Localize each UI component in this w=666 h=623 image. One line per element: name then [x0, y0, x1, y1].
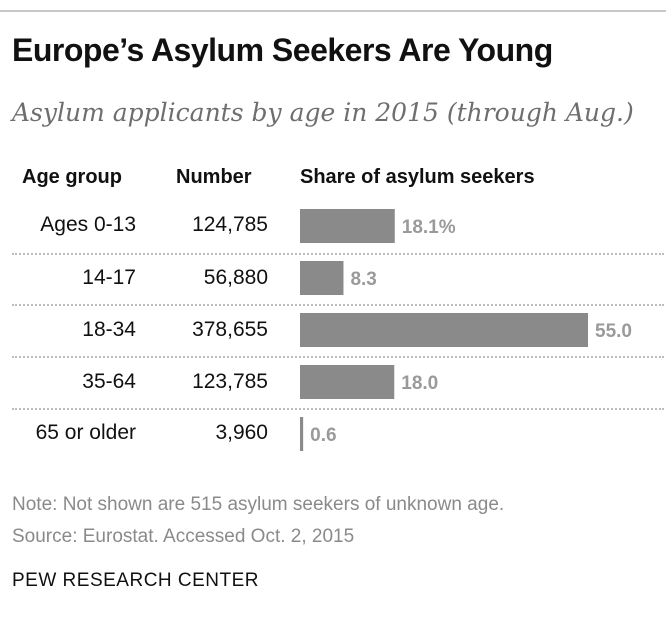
chart-subtitle: Asylum applicants by age in 2015 (throug… [12, 98, 634, 127]
row-divider [12, 356, 664, 358]
number-value: 378,655 [192, 318, 268, 341]
share-value-label-5: 0.6 [310, 425, 336, 446]
share-value-label-2: 8.3 [350, 269, 376, 290]
age-group-label: 14-17 [82, 266, 136, 289]
source-text: Source: Eurostat. Accessed Oct. 2, 2015 [12, 526, 355, 547]
number-value: 56,880 [203, 266, 268, 289]
table-row: 18-34 378,655 [0, 310, 666, 360]
table-row: 14-17 56,880 [0, 258, 666, 308]
header-number: Number [176, 166, 252, 188]
table-row: 65 or older 3,960 [0, 413, 666, 463]
number-value: 123,785 [192, 370, 268, 393]
share-value-label-3: 55.0 [595, 321, 632, 342]
header-share: Share of asylum seekers [300, 166, 535, 188]
share-bar-5 [300, 417, 304, 451]
age-group-label: Ages 0-13 [40, 213, 136, 236]
share-bar-4 [300, 365, 395, 399]
number-value: 124,785 [192, 213, 268, 236]
table-row: 35-64 123,785 [0, 362, 666, 412]
row-divider [12, 408, 664, 410]
number-value: 3,960 [215, 421, 268, 444]
row-divider [12, 304, 664, 306]
share-value-label-4: 18.0 [401, 373, 438, 394]
brand-logo-text: PEW RESEARCH CENTER [12, 570, 260, 591]
share-bar-1 [300, 209, 395, 243]
age-group-label: 18-34 [82, 318, 136, 341]
header-age-group: Age group [22, 166, 122, 188]
note-text: Note: Not shown are 515 asylum seekers o… [12, 494, 505, 515]
row-divider [12, 253, 664, 255]
share-bar-3 [300, 313, 588, 347]
share-bar-2 [300, 261, 344, 295]
age-group-label: 65 or older [35, 421, 136, 444]
table-row: Ages 0-13 124,785 [0, 205, 666, 255]
chart-title: Europe’s Asylum Seekers Are Young [12, 32, 553, 68]
top-rule [0, 10, 666, 12]
age-group-label: 35-64 [82, 370, 136, 393]
share-value-label-1: 18.1% [402, 217, 456, 238]
